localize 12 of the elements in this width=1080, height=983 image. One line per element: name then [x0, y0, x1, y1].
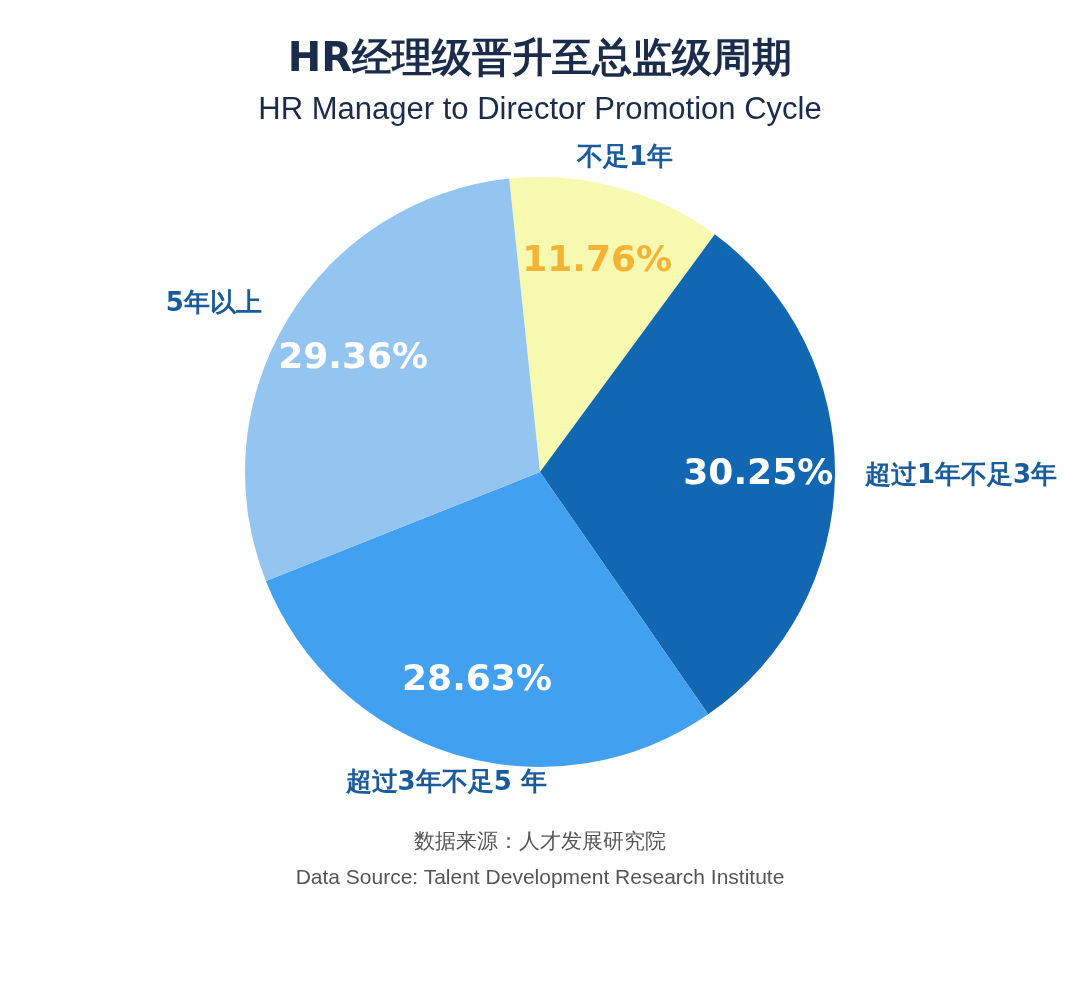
- chart-subtitle: HR Manager to Director Promotion Cycle: [257, 91, 823, 127]
- data-label: 11.76%: [522, 237, 673, 279]
- slice-label: 5年以上: [165, 286, 262, 317]
- source-note: Data Source: Talent Development Research Institute: [294, 865, 786, 889]
- chart-title: HR经理级晋升至总监级周期: [286, 33, 794, 82]
- source-note: 数据来源：人才发展研究院: [413, 828, 667, 854]
- data-label: 28.63%: [402, 657, 552, 699]
- slice-label: 不足1年: [575, 141, 674, 172]
- data-label: 29.36%: [278, 335, 429, 377]
- slice-label: 超过1年不足3年: [863, 459, 1058, 490]
- slice-label: 超过3年不足5 年: [344, 765, 547, 796]
- data-label: 30.25%: [683, 451, 834, 493]
